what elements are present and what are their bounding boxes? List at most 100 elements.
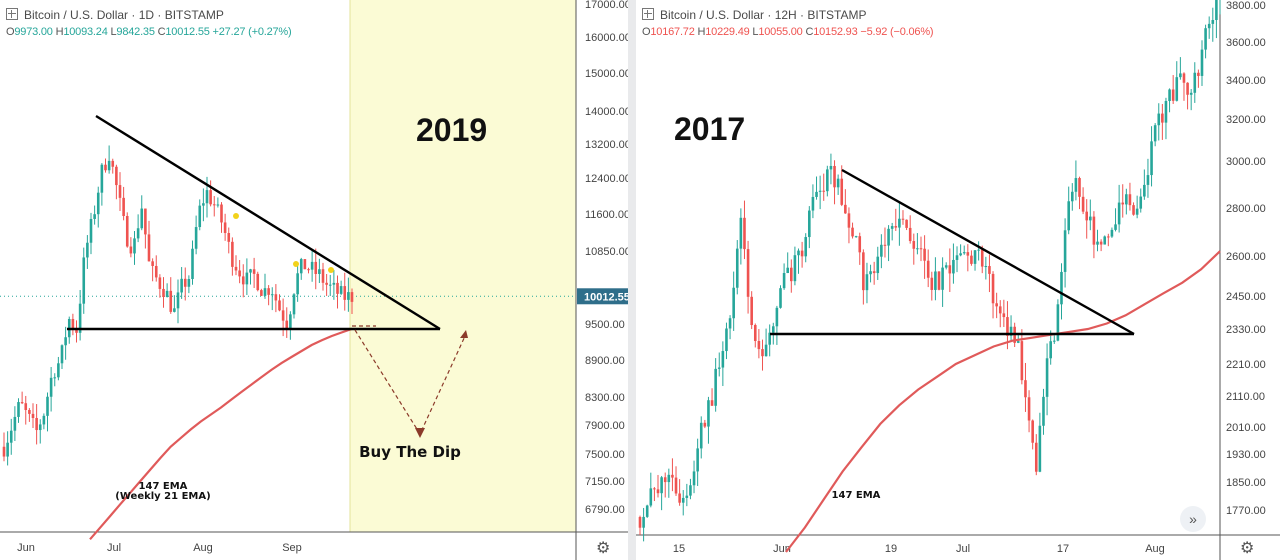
right-candle xyxy=(779,288,782,308)
right-candle xyxy=(653,488,656,490)
right-candle xyxy=(894,226,898,228)
left-candle xyxy=(321,269,325,283)
ema-line-left xyxy=(89,327,353,541)
right-candle xyxy=(883,244,887,246)
left-candle xyxy=(202,203,205,206)
left-candle xyxy=(325,282,328,285)
compare-icon[interactable] xyxy=(6,8,18,20)
left-candle xyxy=(339,286,343,294)
right-candle xyxy=(818,190,822,192)
right-candle xyxy=(1207,23,1211,29)
left-candle xyxy=(299,259,303,274)
right-candle xyxy=(725,328,728,352)
right-candle xyxy=(692,471,696,486)
left-candle xyxy=(278,300,281,311)
right-candle xyxy=(1128,194,1132,206)
left-candle xyxy=(9,430,13,443)
right-candle xyxy=(880,244,883,257)
right-candle xyxy=(707,400,710,427)
right-candle xyxy=(808,210,811,238)
ema-note-label: 147 EMA xyxy=(139,481,188,492)
left-candle xyxy=(191,248,194,280)
left-candle xyxy=(118,185,122,198)
right-candle xyxy=(696,448,699,472)
chevron-right-double-icon[interactable]: » xyxy=(1180,506,1206,532)
chart-canvas-right[interactable]: 3800.00 3600.00 3400.00 3200.00 3000.00 2800.… xyxy=(636,0,1280,560)
right-candle xyxy=(1074,178,1078,192)
left-candle xyxy=(332,282,336,285)
time-tick-label: Jul xyxy=(956,543,970,555)
chart-panel-left[interactable]: 17000.00 16000.00 15000.00 14000.00 13200.00… xyxy=(0,0,628,560)
right-candle xyxy=(663,477,667,483)
price-tick-label: 2600.00 xyxy=(1226,251,1266,263)
right-candle xyxy=(1063,230,1067,272)
right-candle xyxy=(955,255,959,260)
gear-icon[interactable]: ⚙ xyxy=(1240,540,1255,557)
price-tick-label: 3200.00 xyxy=(1226,114,1266,126)
signal-marker xyxy=(293,261,299,267)
chart-panel-right[interactable]: 3800.00 3600.00 3400.00 3200.00 3000.00 2800.… xyxy=(636,0,1280,560)
ema-note-label: 147 EMA xyxy=(832,490,881,501)
right-candle xyxy=(649,488,653,506)
right-candle xyxy=(1200,49,1204,76)
left-candle xyxy=(125,215,129,247)
left-candle xyxy=(256,273,260,291)
left-candle xyxy=(234,266,238,271)
left-candle xyxy=(38,424,42,431)
right-candle xyxy=(1038,425,1042,472)
right-candle xyxy=(1006,317,1009,336)
price-tick-label: 3000.00 xyxy=(1226,156,1266,168)
left-candle xyxy=(53,377,57,379)
left-candle xyxy=(176,292,180,309)
chart-canvas-left[interactable]: 17000.00 16000.00 15000.00 14000.00 13200.00… xyxy=(0,0,628,560)
gear-icon[interactable]: ⚙ xyxy=(596,540,611,557)
left-candle xyxy=(93,214,96,219)
price-tick-label: 12400.00 xyxy=(585,173,628,185)
right-candle xyxy=(944,265,948,268)
right-candle xyxy=(887,228,890,246)
change-value-left: +27.27 (+0.27%) xyxy=(212,26,292,38)
last-price-tag xyxy=(577,288,628,305)
price-tick-label: 6790.00 xyxy=(585,504,625,516)
left-candle xyxy=(64,337,67,346)
right-candle xyxy=(1157,113,1161,126)
right-candle xyxy=(1096,241,1099,245)
right-candle xyxy=(685,495,689,498)
left-candle xyxy=(42,415,46,425)
right-candle xyxy=(1135,208,1139,215)
right-candle xyxy=(962,252,966,254)
right-candle xyxy=(1085,211,1089,221)
right-candle xyxy=(710,400,714,406)
year-label-2017: 2017 xyxy=(674,111,745,147)
left-candle xyxy=(343,286,347,300)
right-candle xyxy=(1189,92,1193,95)
open-value-left: 9973.00 xyxy=(14,26,53,38)
right-candle xyxy=(1150,141,1153,176)
right-candle xyxy=(930,277,934,290)
right-candle xyxy=(674,477,678,494)
descending-resistance-line xyxy=(841,168,1135,336)
signal-marker xyxy=(233,213,239,219)
right-candle xyxy=(916,248,919,250)
right-candle xyxy=(966,252,970,256)
right-candle xyxy=(1164,101,1168,123)
right-candle xyxy=(1034,442,1038,472)
price-tick-label: 2010.00 xyxy=(1226,422,1266,434)
compare-icon[interactable] xyxy=(642,8,654,20)
left-candle xyxy=(57,363,60,378)
right-candle xyxy=(840,178,844,205)
left-candle xyxy=(17,402,20,417)
price-tick-label: 16000.00 xyxy=(585,32,628,44)
right-candle xyxy=(761,349,764,357)
left-candle xyxy=(223,222,227,234)
ema-note-sublabel: (Weekly 21 EMA) xyxy=(115,491,210,502)
right-candle xyxy=(1171,89,1175,101)
left-candle xyxy=(318,269,321,274)
left-candle xyxy=(241,276,245,285)
left-candle xyxy=(220,204,223,223)
right-candle xyxy=(912,241,916,249)
right-candle xyxy=(728,318,732,329)
right-candle xyxy=(1107,236,1110,238)
right-candle xyxy=(869,271,872,275)
right-candle xyxy=(833,165,836,188)
